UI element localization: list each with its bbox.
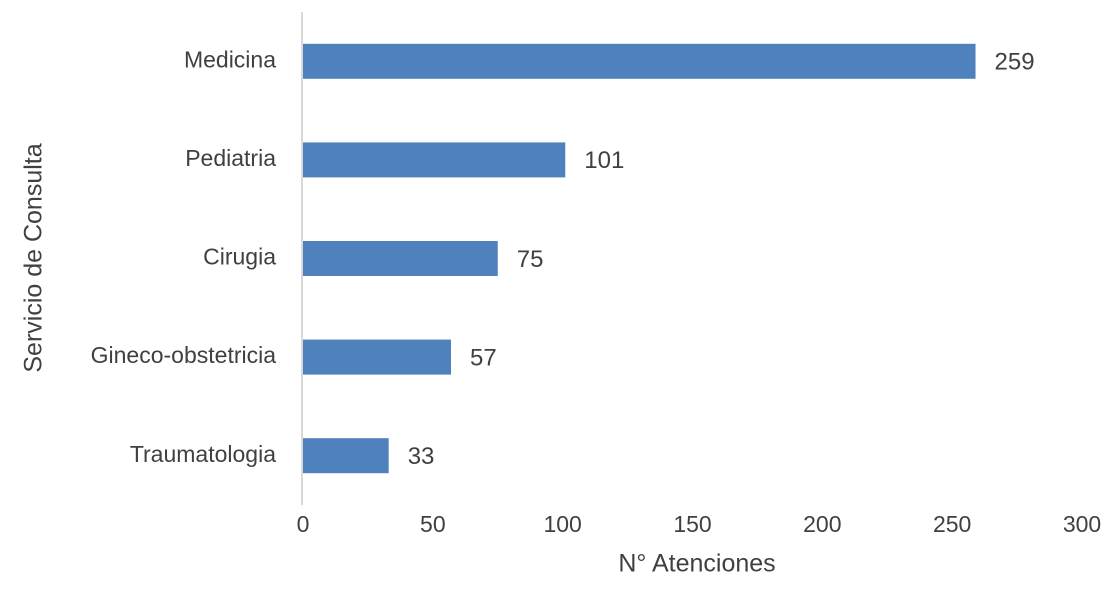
- bar-traumatologia: [303, 438, 389, 474]
- x-tick-label: 50: [420, 511, 446, 537]
- data-label: 75: [517, 246, 544, 273]
- x-tick-label: 250: [933, 511, 971, 537]
- x-tick-label: 200: [803, 511, 841, 537]
- x-axis-title: N° Atenciones: [618, 550, 775, 578]
- bar-gineco-obstetricia: [303, 339, 452, 375]
- category-label: Pediatria: [185, 145, 276, 171]
- bar-pediatria: [303, 142, 566, 178]
- data-label: 259: [995, 49, 1035, 76]
- category-label: Traumatologia: [130, 441, 276, 467]
- data-label: 101: [584, 147, 624, 174]
- category-label: Gineco-obstetricia: [91, 342, 277, 368]
- data-labels: 259 101 75 57 33: [408, 49, 1035, 470]
- x-tick-label: 100: [543, 511, 581, 537]
- data-label: 57: [470, 344, 497, 371]
- bar-cirugia: [303, 241, 498, 276]
- y-axis-title: Servicio de Consulta: [20, 143, 48, 372]
- bar-medicina: [303, 43, 976, 79]
- category-label: Cirugia: [203, 244, 276, 270]
- x-tick-label: 150: [673, 511, 711, 537]
- bars-group: [303, 43, 976, 474]
- x-tick-labels: 0 50 100 150 200 250 300: [297, 511, 1102, 537]
- x-tick-label: 300: [1063, 511, 1101, 537]
- data-label: 33: [408, 443, 435, 470]
- x-tick-label: 0: [297, 511, 310, 537]
- category-label: Medicina: [184, 46, 276, 72]
- category-labels: Medicina Pediatria Cirugia Gineco-obstetric…: [91, 46, 277, 466]
